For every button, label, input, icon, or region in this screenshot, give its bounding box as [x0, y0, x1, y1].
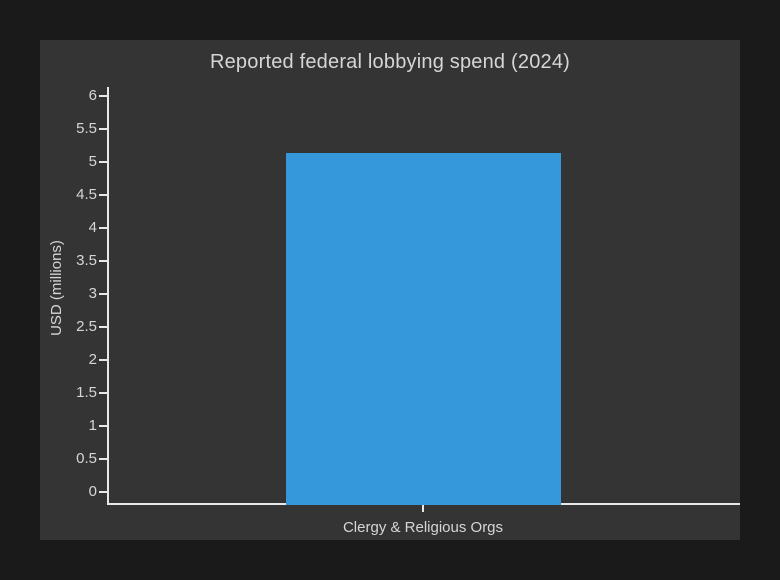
- y-axis-tick-label: 5.5: [76, 119, 97, 137]
- y-axis-tick: [99, 457, 107, 460]
- y-axis-tick: [99, 424, 107, 427]
- bar-clergy-religious-orgs: [285, 153, 561, 505]
- y-axis-tick-label: 1: [88, 416, 97, 434]
- y-axis-tick: [99, 226, 107, 229]
- y-axis-tick-label: 1.5: [76, 383, 97, 401]
- x-axis-category-label: Clergy & Religious Orgs: [342, 519, 504, 536]
- y-axis-tick: [99, 391, 107, 394]
- y-axis-tick-label: 4: [88, 218, 97, 236]
- chart-title: Reported federal lobbying spend (2024): [209, 51, 571, 73]
- y-axis-tick: [99, 127, 107, 130]
- y-axis-tick-label: 2: [88, 350, 97, 368]
- y-axis-tick-label: 4.5: [76, 185, 97, 203]
- y-axis-tick-label: 5: [88, 152, 97, 170]
- y-axis-tick: [99, 325, 107, 328]
- y-axis-tick-label: 6: [88, 86, 97, 104]
- y-axis-tick: [99, 358, 107, 361]
- y-axis-tick-label: 0.5: [76, 449, 97, 467]
- chart-figure: Reported federal lobbying spend (2024) U…: [40, 40, 740, 540]
- y-axis-tick-label: 3.5: [76, 251, 97, 269]
- y-axis-tick: [99, 160, 107, 163]
- y-axis-tick: [99, 94, 107, 97]
- y-axis-tick: [99, 193, 107, 196]
- y-axis-tick-label: 2.5: [76, 317, 97, 335]
- x-axis-tick: [422, 505, 424, 512]
- y-axis-tick-label: 0: [88, 483, 97, 500]
- y-axis-tick-label: 3: [88, 284, 97, 302]
- y-axis-line: [107, 87, 109, 505]
- y-axis-tick: [99, 259, 107, 262]
- y-axis-tick: [99, 491, 107, 493]
- y-axis-tick: [99, 292, 107, 295]
